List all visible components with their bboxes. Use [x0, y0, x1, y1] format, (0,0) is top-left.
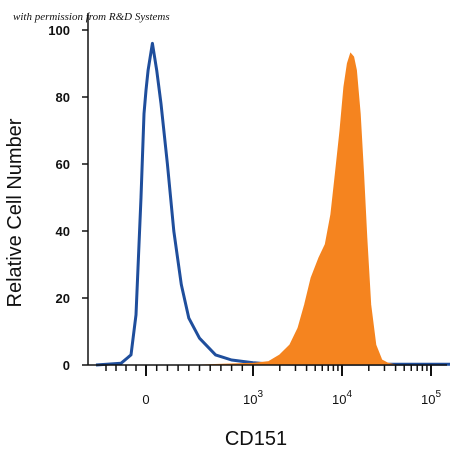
series-filled-histogram — [96, 52, 396, 366]
x-tick-exponent: 3 — [257, 389, 263, 400]
plot-frame — [87, 13, 447, 366]
y-axis-title: Relative Cell Number — [4, 118, 26, 307]
y-tick-label: 60 — [56, 157, 70, 172]
y-axis-ticks: 0 20 40 60 80 100 — [48, 23, 88, 373]
x-tick-label: 103 — [243, 389, 263, 407]
series-layer — [95, 41, 450, 367]
y-tick-label: 80 — [56, 90, 70, 105]
x-axis-ticks: 0 103 104 105 — [105, 365, 441, 407]
x-axis-title: CD151 — [225, 428, 287, 450]
credit-text: with permission from R&D Systems — [13, 11, 170, 23]
y-tick-label: 0 — [63, 358, 70, 373]
y-tick-label: 100 — [48, 23, 70, 38]
y-tick-label: 40 — [56, 224, 70, 239]
x-tick-label: 104 — [332, 389, 352, 407]
x-tick-exponent: 4 — [346, 389, 352, 400]
x-tick-label: 105 — [421, 389, 441, 407]
x-tick-label: 0 — [142, 392, 149, 407]
y-tick-label: 20 — [56, 291, 70, 306]
series-outline-histogram — [95, 41, 450, 367]
x-tick-exponent: 5 — [435, 389, 441, 400]
